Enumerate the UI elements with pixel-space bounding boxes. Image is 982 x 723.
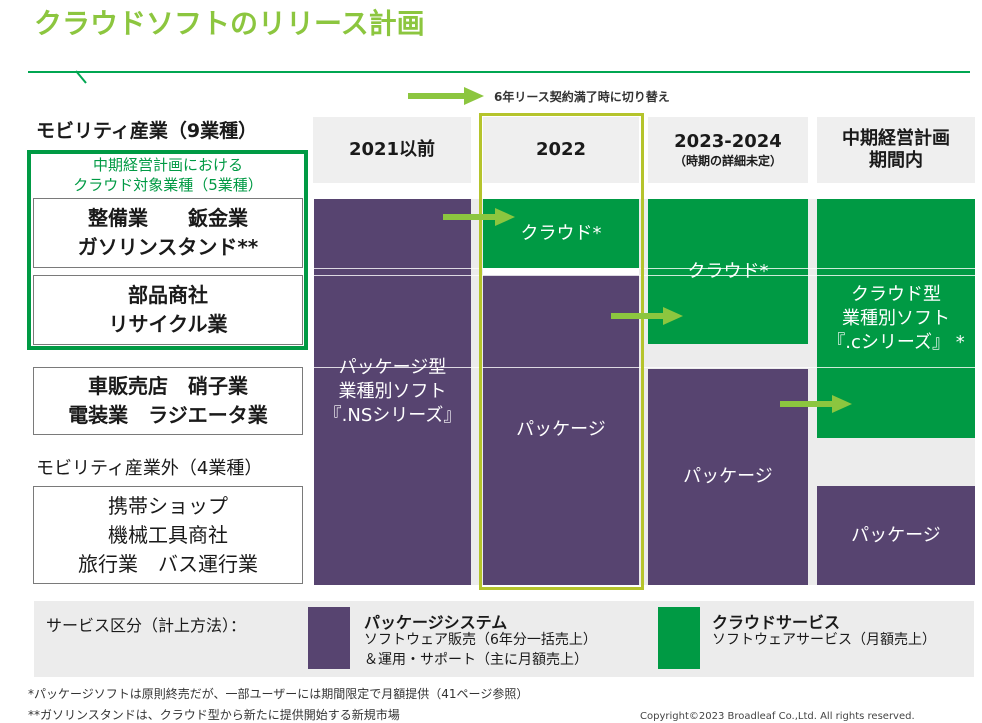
cloud-block-mid-term-line2: 業種別ソフト (842, 307, 950, 329)
row-separator (314, 367, 975, 368)
column-header-2023-2024: 2023-2024 （時期の詳細未定） (648, 117, 808, 183)
cloud-block-mid-term-line3: 『.cシリーズ』 * (827, 331, 965, 353)
industry-row-2: 部品商社 リサイクル業 (33, 275, 303, 345)
cloud-target-caption-line2: クラウド対象業種（5業種） (73, 176, 263, 194)
transition-arrow-icon (443, 208, 515, 226)
package-block-2021-line3: 『.NSシリーズ』 (323, 405, 462, 426)
legend-cloud-swatch (658, 607, 700, 669)
legend-package-line2: ＆運用・サポート（主に月額売上） (364, 652, 588, 668)
row-separator (314, 268, 975, 269)
transition-arrow-icon (780, 395, 852, 413)
legend-package-swatch (308, 607, 350, 669)
legend-cloud-line1: ソフトウェアサービス（月額売上） (712, 632, 936, 648)
legend-package-desc: ソフトウェア販売（6年分一括売上） ＆運用・サポート（主に月額売上） (364, 630, 597, 670)
cloud-block-2022: クラウド* (483, 199, 639, 268)
package-block-2021: パッケージ型 業種別ソフト 『.NSシリーズ』 (314, 199, 471, 585)
column-header-2022: 2022 (483, 117, 639, 183)
cloud-target-caption-line1: 中期経営計画における (92, 156, 243, 174)
highlight-frame-2022 (479, 113, 644, 590)
title-divider (28, 71, 970, 73)
column-header-2021-label: 2021以前 (348, 139, 436, 160)
legend-package-title: パッケージシステム (364, 613, 508, 632)
industry-row-2-line2: リサイクル業 (108, 312, 228, 336)
industry-row-2-line1: 部品商社 (128, 283, 208, 307)
package-block-2021-line2: 業種別ソフト (338, 381, 447, 402)
industry-row-4-line3: 旅行業 バス運行業 (78, 551, 258, 576)
cloud-block-mid-term: クラウド型 業種別ソフト 『.cシリーズ』 * (817, 199, 975, 438)
industry-row-4-line2: 機械工具商社 (108, 522, 228, 547)
page-title: クラウドソフトのリリース計画 (34, 7, 425, 40)
transition-arrow-icon (611, 307, 683, 325)
footnote-2: **ガソリンスタンドは、クラウド型から新たに提供開始する新規市場 (28, 708, 400, 722)
divider-notch (75, 70, 87, 84)
column-header-2021: 2021以前 (313, 117, 471, 183)
industry-row-1: 整備業 鈑金業 ガソリンスタンド** (33, 198, 303, 268)
package-block-mid-term: パッケージ (817, 486, 975, 585)
industry-row-3-line2: 電装業 ラジエータ業 (68, 403, 268, 427)
industry-row-1-line1: 整備業 鈑金業 (88, 206, 248, 230)
gray-track (817, 438, 975, 486)
column-header-2022-label: 2022 (535, 139, 587, 160)
transition-arrow-icon (408, 87, 484, 105)
footnote-1: *パッケージソフトは原則終売だが、一部ユーザーには期間限定で月額提供（41ページ… (28, 687, 529, 701)
row-separator (314, 275, 975, 276)
gray-track (808, 199, 817, 585)
gray-track (648, 344, 808, 369)
non-mobility-header: モビリティ産業外（4業種） (36, 458, 263, 479)
column-header-mid-term: 中期経営計画 期間内 (817, 117, 975, 183)
column-header-mid-term-label2: 期間内 (869, 150, 923, 171)
mobility-header: モビリティ産業（9業種） (36, 120, 258, 142)
column-header-2023-2024-sub: （時期の詳細未定） (673, 154, 782, 168)
copyright: Copyright©2023 Broadleaf Co.,Ltd. All ri… (640, 711, 915, 722)
industry-row-4: 携帯ショップ 機械工具商社 旅行業 バス運行業 (33, 486, 303, 584)
legend-bar (34, 601, 974, 677)
industry-row-3: 車販売店 硝子業 電装業 ラジエータ業 (33, 367, 303, 435)
industry-row-1-line2: ガソリンスタンド** (77, 235, 259, 259)
industry-row-4-line1: 携帯ショップ (108, 493, 228, 518)
industry-row-3-line1: 車販売店 硝子業 (88, 374, 248, 398)
package-block-2021-line1: パッケージ型 (338, 357, 447, 378)
column-header-mid-term-label: 中期経営計画 (842, 128, 950, 149)
legend-label: サービス区分（計上方法）： (46, 616, 247, 635)
cloud-target-frame (27, 150, 308, 350)
legend-package-line1: ソフトウェア販売（6年分一括売上） (364, 632, 597, 648)
cloud-target-caption: 中期経営計画における クラウド対象業種（5業種） (33, 155, 303, 195)
arrow-legend-text: 6年リース契約満了時に切り替え (494, 90, 670, 104)
package-block-2022: パッケージ (483, 275, 639, 585)
column-header-2023-2024-label: 2023-2024 (674, 131, 782, 152)
cloud-block-mid-term-line1: クラウド型 (851, 283, 941, 305)
cloud-block-2023: クラウド* (648, 199, 808, 344)
legend-cloud-title: クラウドサービス (712, 613, 841, 632)
